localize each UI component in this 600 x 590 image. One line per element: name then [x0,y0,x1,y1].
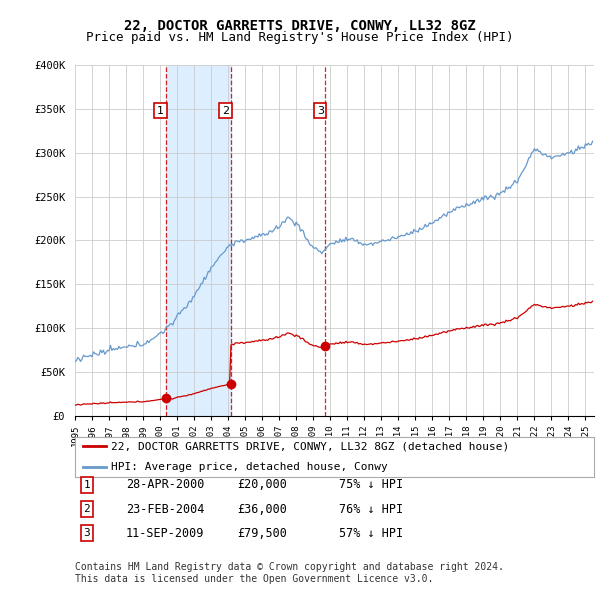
Text: 22, DOCTOR GARRETTS DRIVE, CONWY, LL32 8GZ (detached house): 22, DOCTOR GARRETTS DRIVE, CONWY, LL32 8… [112,441,509,451]
Text: 1: 1 [157,106,164,116]
Text: 1: 1 [83,480,91,490]
Text: 3: 3 [83,529,91,538]
Text: HPI: Average price, detached house, Conwy: HPI: Average price, detached house, Conw… [112,462,388,472]
Text: 76% ↓ HPI: 76% ↓ HPI [339,503,403,516]
Text: 2: 2 [83,504,91,514]
Text: Contains HM Land Registry data © Crown copyright and database right 2024.
This d: Contains HM Land Registry data © Crown c… [75,562,504,584]
Text: 3: 3 [317,106,324,116]
Text: 11-SEP-2009: 11-SEP-2009 [126,527,205,540]
Text: 75% ↓ HPI: 75% ↓ HPI [339,478,403,491]
Text: 28-APR-2000: 28-APR-2000 [126,478,205,491]
Text: £36,000: £36,000 [237,503,287,516]
Text: 22, DOCTOR GARRETTS DRIVE, CONWY, LL32 8GZ: 22, DOCTOR GARRETTS DRIVE, CONWY, LL32 8… [124,19,476,33]
Text: £79,500: £79,500 [237,527,287,540]
Text: 2: 2 [222,106,229,116]
Bar [166,65,230,416]
Text: £20,000: £20,000 [237,478,287,491]
Text: 23-FEB-2004: 23-FEB-2004 [126,503,205,516]
Text: Price paid vs. HM Land Registry's House Price Index (HPI): Price paid vs. HM Land Registry's House … [86,31,514,44]
Text: 57% ↓ HPI: 57% ↓ HPI [339,527,403,540]
